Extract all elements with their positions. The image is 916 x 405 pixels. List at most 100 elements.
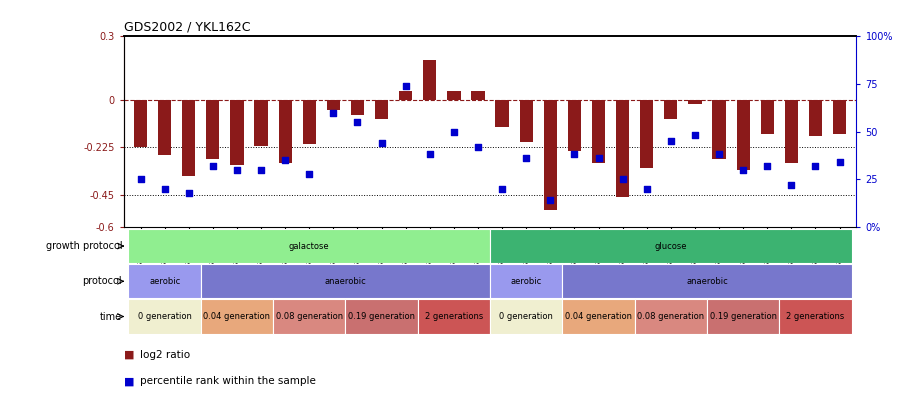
Text: 0.19 generation: 0.19 generation: [348, 312, 415, 321]
Point: [808, 163, 823, 169]
Bar: [664, 100, 678, 119]
Point: [181, 189, 196, 196]
Bar: [707, 299, 780, 334]
Bar: [544, 100, 557, 210]
Text: 0 generation: 0 generation: [137, 312, 191, 321]
Point: [422, 151, 437, 158]
Bar: [616, 100, 629, 197]
Text: GDS2002 / YKL162C: GDS2002 / YKL162C: [124, 21, 250, 34]
Bar: [833, 100, 846, 134]
Bar: [423, 60, 436, 100]
Text: aerobic: aerobic: [149, 277, 180, 286]
Point: [639, 185, 654, 192]
Point: [760, 163, 775, 169]
Bar: [158, 100, 171, 155]
Point: [398, 83, 413, 89]
Point: [158, 185, 172, 192]
Bar: [134, 100, 147, 147]
Point: [471, 144, 485, 150]
Bar: [418, 299, 490, 334]
Bar: [713, 100, 725, 159]
Point: [688, 132, 703, 139]
Point: [712, 151, 726, 158]
Point: [326, 109, 341, 116]
Bar: [128, 299, 201, 334]
Bar: [688, 100, 702, 104]
Text: ■: ■: [124, 350, 134, 360]
Point: [567, 151, 582, 158]
Text: log2 ratio: log2 ratio: [140, 350, 191, 360]
Bar: [375, 100, 388, 119]
Bar: [399, 92, 412, 100]
Bar: [780, 299, 852, 334]
Bar: [592, 100, 605, 163]
Bar: [230, 100, 244, 166]
Bar: [128, 229, 490, 263]
Point: [616, 176, 630, 183]
Text: time: time: [100, 311, 122, 322]
Bar: [519, 100, 533, 142]
Point: [205, 163, 220, 169]
Bar: [255, 100, 267, 147]
Bar: [302, 100, 316, 144]
Bar: [351, 100, 365, 115]
Text: 0.19 generation: 0.19 generation: [710, 312, 777, 321]
Text: 0.08 generation: 0.08 generation: [638, 312, 704, 321]
Bar: [327, 100, 340, 111]
Point: [736, 166, 750, 173]
Bar: [490, 264, 562, 298]
Point: [278, 157, 292, 164]
Point: [663, 138, 678, 145]
Text: 0.04 generation: 0.04 generation: [203, 312, 270, 321]
Text: anaerobic: anaerobic: [686, 277, 728, 286]
Bar: [201, 299, 273, 334]
Text: growth protocol: growth protocol: [46, 241, 122, 251]
Point: [350, 119, 365, 126]
Text: ■: ■: [124, 376, 134, 386]
Text: percentile rank within the sample: percentile rank within the sample: [140, 376, 316, 386]
Bar: [201, 264, 490, 298]
Text: protocol: protocol: [82, 276, 122, 286]
Point: [375, 140, 389, 146]
Bar: [128, 264, 201, 298]
Text: aerobic: aerobic: [510, 277, 542, 286]
Point: [447, 128, 462, 135]
Bar: [760, 100, 774, 134]
Bar: [568, 100, 581, 151]
Text: 2 generations: 2 generations: [425, 312, 483, 321]
Text: glucose: glucose: [655, 241, 687, 251]
Bar: [785, 100, 798, 163]
Bar: [809, 100, 823, 136]
Bar: [640, 100, 653, 168]
Text: 0.08 generation: 0.08 generation: [276, 312, 343, 321]
Point: [495, 185, 509, 192]
Bar: [206, 100, 220, 159]
Bar: [447, 92, 461, 100]
Point: [133, 176, 147, 183]
Point: [591, 155, 605, 162]
Bar: [736, 100, 750, 170]
Bar: [490, 229, 852, 263]
Bar: [496, 100, 508, 128]
Text: anaerobic: anaerobic: [324, 277, 366, 286]
Bar: [345, 299, 418, 334]
Bar: [490, 299, 562, 334]
Point: [302, 170, 317, 177]
Point: [230, 166, 245, 173]
Text: 2 generations: 2 generations: [786, 312, 845, 321]
Text: 0 generation: 0 generation: [499, 312, 553, 321]
Point: [254, 166, 268, 173]
Bar: [182, 100, 195, 176]
Point: [518, 155, 533, 162]
Text: galactose: galactose: [289, 241, 330, 251]
Point: [784, 182, 799, 188]
Bar: [562, 264, 852, 298]
Bar: [562, 299, 635, 334]
Point: [543, 197, 558, 203]
Text: 0.04 generation: 0.04 generation: [565, 312, 632, 321]
Bar: [472, 92, 485, 100]
Bar: [635, 299, 707, 334]
Bar: [278, 100, 292, 163]
Bar: [273, 299, 345, 334]
Point: [833, 159, 847, 165]
